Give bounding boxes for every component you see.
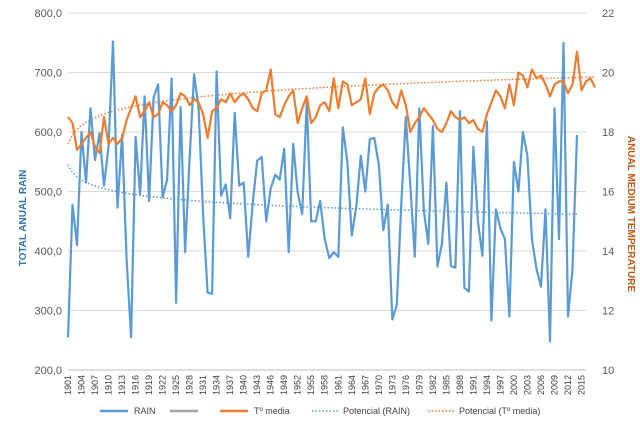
x-tick-label: 1937 <box>225 375 235 395</box>
rain-trend-line <box>67 164 578 215</box>
x-tick-label: 1943 <box>252 375 262 395</box>
left-tick-label: 500,0 <box>34 187 62 199</box>
x-tick-label: 1955 <box>306 375 316 395</box>
right-tick-label: 10 <box>602 365 614 377</box>
x-tick-label: 1946 <box>266 375 276 395</box>
x-tick-label: 1916 <box>131 375 141 395</box>
right-tick-label: 12 <box>602 306 614 318</box>
x-tick-label: 1928 <box>185 375 195 395</box>
right-tick-label: 22 <box>602 8 614 20</box>
gridlines <box>68 12 586 371</box>
x-tick-label: 1922 <box>158 375 168 395</box>
x-tick-label: 1964 <box>347 375 357 395</box>
x-tick-label: 1997 <box>495 375 505 395</box>
series-layer <box>66 40 596 343</box>
left-tick-label: 200,0 <box>34 365 62 377</box>
x-tick-label: 1907 <box>90 375 100 395</box>
x-tick-label: 1940 <box>239 375 249 395</box>
x-tick-label: 1952 <box>293 375 303 395</box>
right-axis-title: ANUAL MEDIUM TEMPERATURE <box>625 136 636 293</box>
left-tick-label: 700,0 <box>34 68 62 80</box>
x-tick-label: 1901 <box>63 375 73 395</box>
x-tick-label: 1976 <box>401 375 411 395</box>
x-tick-label: 1910 <box>104 375 114 395</box>
right-tick-label: 18 <box>602 127 614 139</box>
x-tick-label: 2009 <box>549 375 559 395</box>
left-tick-label: 400,0 <box>34 246 62 258</box>
x-tick-label: 1931 <box>198 375 208 395</box>
x-tick-label: 1934 <box>212 375 222 395</box>
x-tick-label: 1973 <box>387 375 397 395</box>
x-tick-label: 2012 <box>563 375 573 395</box>
x-axis-ticks: 1901 1904 1907 1910 1913 1916 1919 1922 1925 1928… <box>63 369 586 395</box>
x-tick-label: 2000 <box>509 375 519 395</box>
temperature-series-line <box>67 50 596 154</box>
legend-label-temperature: Tº media <box>254 406 290 416</box>
left-tick-label: 600,0 <box>34 127 62 139</box>
x-tick-label: 1979 <box>414 375 424 395</box>
legend-label-rain-trend: Potencial (RAIN) <box>343 406 410 416</box>
right-tick-label: 16 <box>602 187 614 199</box>
x-tick-label: 1919 <box>144 375 154 395</box>
right-tick-label: 20 <box>602 68 614 80</box>
left-axis-ticks: 200,0 300,0 400,0 500,0 600,0 700,0 800,0 <box>34 8 62 377</box>
x-tick-label: 2015 <box>576 375 586 395</box>
x-tick-label: 1958 <box>320 375 330 395</box>
x-tick-label: 1982 <box>428 375 438 395</box>
temperature-trend-line <box>67 76 596 145</box>
left-tick-label: 300,0 <box>34 306 62 318</box>
left-axis-title: TOTAL ANUAL RAIN <box>18 170 29 267</box>
legend-label-rain: RAIN <box>134 406 156 416</box>
x-tick-label: 1925 <box>171 375 181 395</box>
legend-label-temperature-trend: Potencial (Tº media) <box>459 406 540 416</box>
left-tick-label: 800,0 <box>34 8 62 20</box>
x-tick-label: 1913 <box>117 375 127 395</box>
x-tick-label: 1970 <box>374 375 384 395</box>
x-tick-label: 1988 <box>455 375 465 395</box>
legend: RAIN Tº media Potencial (RAIN) Potencial… <box>100 406 540 416</box>
x-tick-label: 1961 <box>333 375 343 395</box>
x-tick-label: 2006 <box>536 375 546 395</box>
x-tick-label: 1967 <box>360 375 370 395</box>
right-tick-label: 14 <box>602 246 614 258</box>
x-tick-label: 1991 <box>468 375 478 395</box>
x-tick-label: 1994 <box>482 375 492 395</box>
x-tick-label: 1904 <box>77 375 87 395</box>
x-tick-label: 1985 <box>441 375 451 395</box>
right-axis-ticks: 10 12 14 16 18 20 22 <box>602 8 614 377</box>
x-tick-label: 1949 <box>279 375 289 395</box>
x-tick-label: 2003 <box>522 375 532 395</box>
